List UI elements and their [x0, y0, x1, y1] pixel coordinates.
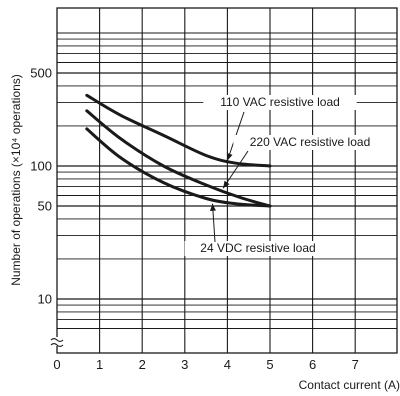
series-lines: [85, 93, 272, 208]
x-tick-label: 7: [352, 357, 359, 372]
axis-break-wave: [50, 337, 64, 343]
y-tick-label: 500: [30, 66, 52, 81]
series-label-bg: [203, 95, 357, 110]
x-axis-label: Contact current (A): [299, 378, 400, 392]
leader-arrowhead: [226, 152, 233, 161]
grid: [57, 8, 397, 353]
axis-break-wave: [50, 342, 64, 348]
x-tick-label: 5: [266, 357, 273, 372]
leader-arrowhead: [223, 180, 230, 189]
axis-break-gap: [50, 337, 64, 346]
y-tick-label: 10: [38, 292, 52, 307]
plot-frame: [56, 7, 398, 354]
leader-arrowhead: [209, 203, 216, 211]
x-tick-label: 3: [181, 357, 188, 372]
x-tick-label: 0: [53, 357, 60, 372]
x-tick-label: 4: [224, 357, 231, 372]
y-tick-label: 100: [30, 159, 52, 174]
series-line-110-vac-resistive-load: [85, 93, 272, 168]
series-label-110-vac-resistive-load: 110 VAC resistive load: [220, 95, 340, 109]
series-label-bg: [184, 241, 332, 256]
x-tick-label: 6: [309, 357, 316, 372]
leader-line: [222, 150, 249, 189]
x-tick-label: 2: [139, 357, 146, 372]
tick-labels: 0 1 2 3 4 5 6 7 10 50 100 500: [30, 66, 359, 372]
series-labels: 110 VAC resistive load 220 VAC resistive …: [184, 95, 387, 256]
series-line-220-vac-resistive-load: [85, 109, 272, 208]
axis-break-mark: [50, 337, 64, 348]
series-label-220-vac-resistive-load: 220 VAC resistive load: [250, 135, 371, 149]
y-axis-label: Number of operations (×10⁴ operations): [9, 74, 23, 286]
x-tick-label: 1: [96, 357, 103, 372]
y-tick-label: 50: [38, 199, 52, 214]
series-line-24-vdc-resistive-load: [85, 127, 272, 208]
series-label-24-vdc-resistive-load: 24 VDC resistive load: [200, 241, 315, 255]
series-label-bg: [233, 135, 387, 150]
